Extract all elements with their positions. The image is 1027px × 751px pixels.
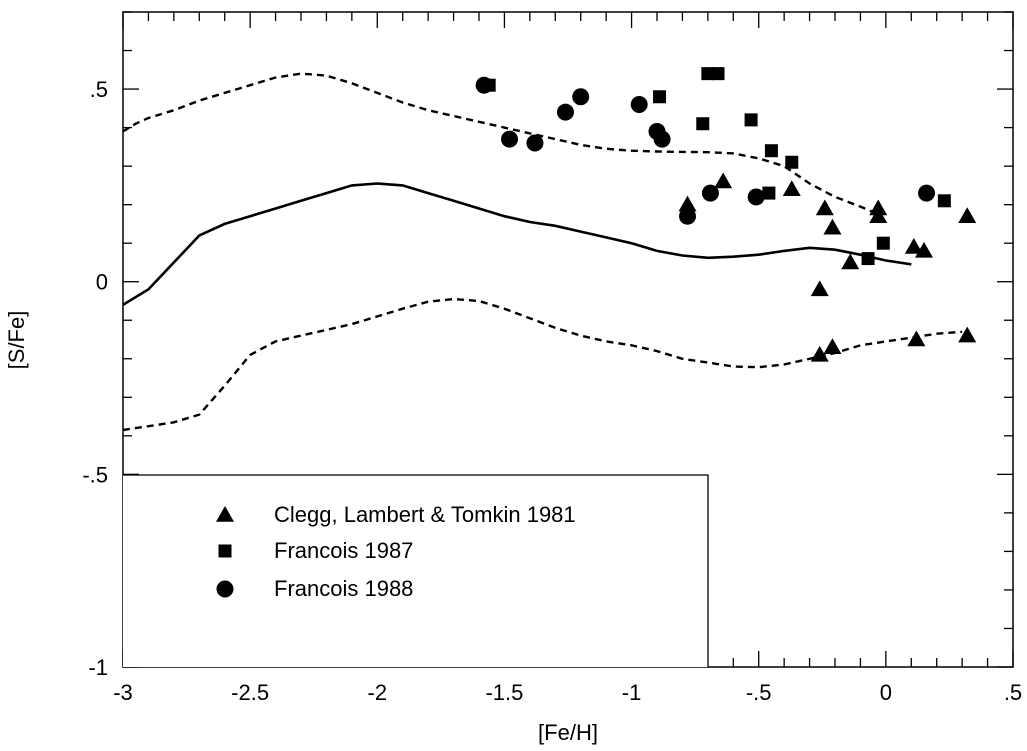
triangle-point: [915, 241, 933, 258]
x-tick-label: -2: [368, 680, 388, 705]
model-curve-bound-2: [122, 297, 963, 432]
legend-box-layer: [123, 474, 709, 667]
circle-point: [572, 88, 590, 106]
triangle-point: [678, 195, 697, 212]
circle-point: [630, 95, 648, 113]
x-tick-label: -3: [113, 680, 133, 705]
triangle-point: [815, 199, 834, 216]
square-point: [711, 67, 725, 81]
x-axis-label: [Fe/H]: [538, 720, 598, 745]
triangle-point: [958, 207, 977, 223]
legend-markers: [216, 506, 234, 598]
legend-square-marker: [218, 544, 232, 558]
square-point: [701, 67, 715, 81]
x-tick-label: -2.5: [231, 680, 269, 705]
triangle-point: [823, 218, 842, 235]
square-point: [785, 155, 799, 169]
y-tick-labels: -1 -.5 0 .5: [82, 77, 108, 680]
x-tick-label: -.5: [746, 680, 772, 705]
data-markers: [475, 67, 977, 362]
x-tick-label: -1: [622, 680, 642, 705]
square-point: [876, 236, 890, 250]
circle-point: [475, 76, 493, 94]
y-tick-label: -.5: [82, 462, 108, 487]
triangle-point: [841, 253, 860, 270]
triangle-point: [782, 180, 801, 196]
circle-point: [556, 103, 574, 121]
y-tick-label: .5: [90, 77, 108, 102]
x-tick-label: .5: [1004, 680, 1022, 705]
circle-point: [918, 184, 936, 202]
model-curve-mean: [122, 182, 912, 306]
circle-point: [701, 184, 719, 202]
y-tick-label: -1: [88, 655, 108, 680]
square-point: [696, 117, 710, 131]
square-point: [764, 144, 778, 158]
legend-triangle-marker: [216, 506, 234, 522]
circle-point: [747, 188, 765, 206]
x-tick-label: 0: [880, 680, 892, 705]
square-point: [937, 194, 951, 208]
triangle-point: [904, 238, 923, 254]
legend-label-francois-1987: Francois 1987: [274, 538, 413, 563]
circle-point: [526, 134, 544, 152]
circle-point: [501, 130, 519, 148]
triangle-point: [869, 207, 888, 223]
square-point: [653, 90, 667, 104]
legend-label-clegg: Clegg, Lambert & Tomkin 1981: [274, 502, 576, 527]
triangle-point: [810, 280, 829, 297]
x-tick-label: -1.5: [485, 680, 523, 705]
square-point: [744, 113, 758, 127]
legend: Clegg, Lambert & Tomkin 1981 Francois 19…: [216, 502, 576, 601]
plot-area: [122, 11, 1014, 668]
triangle-point: [714, 172, 733, 189]
circle-point: [679, 207, 697, 225]
square-point: [762, 186, 776, 200]
model-curves: [122, 72, 963, 432]
triangle-point: [958, 326, 977, 343]
model-curve-bound-1: [122, 72, 879, 216]
triangle-point: [907, 330, 926, 347]
legend-label-francois-1988: Francois 1988: [274, 576, 413, 601]
y-tick-label: 0: [96, 270, 108, 295]
legend-box: [123, 474, 709, 667]
x-tick-labels: -3 -2.5 -2 -1.5 -1 -.5 0 .5: [113, 680, 1022, 705]
legend-box-fill: [123, 475, 708, 667]
y-axis-label: [S/Fe]: [4, 311, 29, 370]
legend-circle-marker: [216, 580, 234, 598]
circle-point: [653, 130, 671, 148]
triangle-point: [823, 338, 842, 354]
triangle-point: [810, 345, 829, 362]
square-point: [861, 252, 875, 266]
